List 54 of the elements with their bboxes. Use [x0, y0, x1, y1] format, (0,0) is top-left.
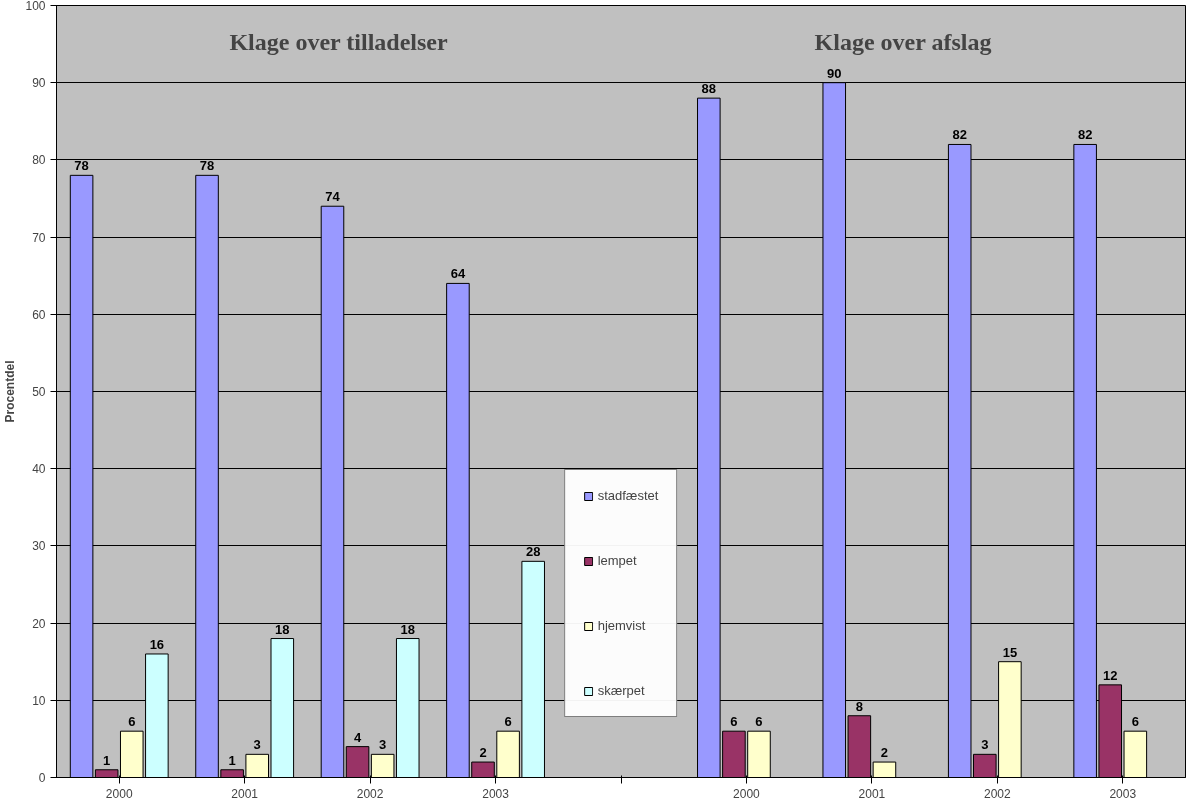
- y-tick-label: 10: [32, 693, 46, 708]
- x-tick-label: 2000: [105, 786, 133, 801]
- data-label: 1: [228, 752, 236, 768]
- data-label: 6: [730, 714, 738, 730]
- x-tick-label: 2002: [356, 786, 384, 801]
- data-label: 3: [379, 737, 387, 753]
- x-tick-label: 2003: [482, 786, 510, 801]
- data-label: 16: [149, 636, 165, 652]
- data-label: 3: [253, 737, 261, 753]
- data-label: 6: [1131, 714, 1139, 730]
- y-tick-label: 50: [32, 385, 46, 399]
- y-tick-label: 100: [25, 0, 46, 13]
- data-label: 4: [353, 729, 362, 745]
- data-label: 3: [981, 737, 989, 753]
- data-label: 64: [450, 266, 466, 282]
- y-tick-label: 30: [32, 539, 46, 554]
- y-tick-label: 20: [32, 616, 46, 631]
- data-label: 8: [855, 698, 863, 714]
- y-tick-label: 90: [32, 76, 46, 91]
- annotation: Klage over tilladelser: [229, 28, 448, 55]
- y-tick-label: 40: [32, 462, 46, 477]
- data-label: 82: [1077, 127, 1093, 143]
- legend-label: hjemvist: [597, 618, 646, 633]
- y-tick-label: 0: [38, 771, 46, 785]
- data-label: 90: [827, 65, 842, 81]
- annotation: Klage over afslag: [814, 28, 992, 55]
- x-tick-label: 2001: [231, 786, 259, 801]
- data-label: 74: [325, 189, 341, 205]
- data-label: 1: [103, 752, 111, 768]
- data-label: 15: [1002, 644, 1018, 660]
- y-tick-label: 70: [32, 230, 46, 245]
- data-label: 12: [1103, 667, 1118, 683]
- y-tick-label: 80: [32, 153, 46, 168]
- y-axis-title: Procentdel: [3, 360, 18, 423]
- data-label: 2: [479, 745, 487, 761]
- data-label: 78: [199, 158, 215, 174]
- x-tick-label: 2001: [858, 786, 886, 801]
- x-tick-label: 2002: [983, 786, 1012, 801]
- data-label: 82: [952, 127, 967, 143]
- data-label: 6: [504, 714, 512, 730]
- x-tick-label: 2000: [733, 786, 761, 801]
- data-label: 18: [400, 621, 415, 637]
- data-label: 6: [755, 714, 763, 730]
- data-label: 6: [128, 714, 136, 730]
- legend-label: lempet: [597, 553, 637, 568]
- data-label: 88: [701, 81, 717, 97]
- legend-label: stadfæstet: [597, 488, 659, 503]
- legend-label: skærpet: [597, 683, 645, 698]
- data-label: 18: [275, 621, 290, 637]
- y-tick-label: 60: [32, 307, 46, 322]
- data-label: 78: [74, 158, 89, 174]
- data-label: 28: [525, 544, 541, 560]
- data-label: 2: [880, 745, 889, 761]
- x-tick-label: 2003: [1109, 786, 1137, 801]
